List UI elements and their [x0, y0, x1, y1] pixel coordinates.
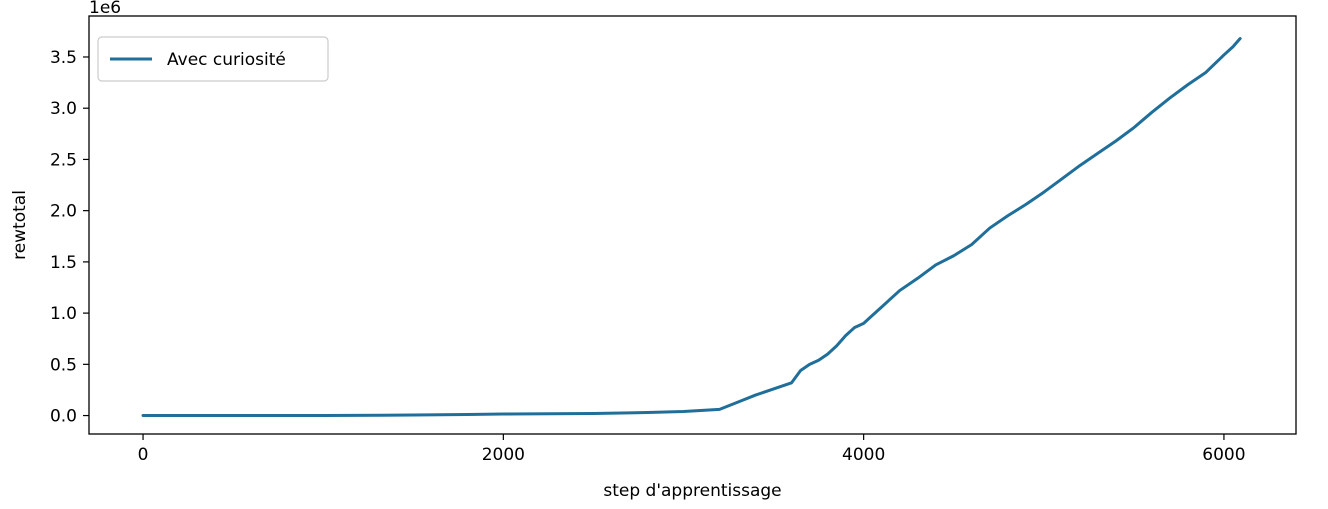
y-tick-label: 1.0	[50, 304, 77, 324]
x-tick-label: 2000	[482, 445, 525, 465]
legend-box	[97, 36, 329, 82]
y-tick-label: 1.5	[50, 253, 77, 273]
legend-label-0: Avec curiosité	[167, 50, 286, 70]
x-tick-label: 0	[138, 445, 149, 465]
x-tick-label: 6000	[1202, 445, 1245, 465]
series-line-0	[141, 37, 1242, 418]
axes-frame	[88, 15, 1297, 435]
y-tick-label: 2.5	[50, 150, 77, 170]
y-offset-label: 1e6	[89, 0, 121, 18]
y-tick-label: 0.0	[50, 407, 77, 427]
y-tick-label: 2.0	[50, 202, 77, 222]
y-tick-label: 3.5	[50, 48, 77, 68]
y-tick-label: 3.0	[50, 99, 77, 119]
y-axis-label: rewtotal	[10, 190, 30, 260]
x-axis-label: step d'apprentissage	[603, 481, 781, 501]
x-tick-label: 4000	[842, 445, 885, 465]
y-tick-label: 0.5	[50, 355, 77, 375]
